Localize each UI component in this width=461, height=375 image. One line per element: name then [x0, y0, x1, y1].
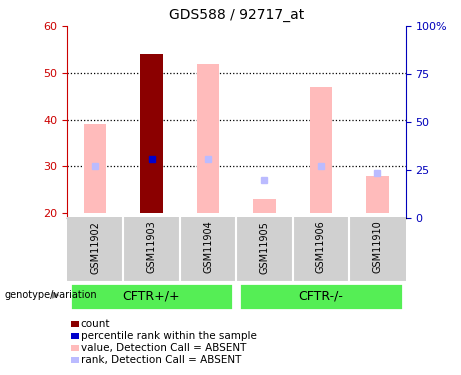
Title: GDS588 / 92717_at: GDS588 / 92717_at — [169, 9, 304, 22]
Bar — [239, 283, 403, 310]
Text: percentile rank within the sample: percentile rank within the sample — [81, 332, 257, 341]
Bar — [140, 54, 163, 213]
Bar — [253, 199, 276, 213]
Text: CFTR+/+: CFTR+/+ — [123, 290, 180, 303]
Text: GSM11902: GSM11902 — [90, 220, 100, 273]
Bar — [310, 87, 332, 213]
Bar — [197, 64, 219, 213]
Text: rank, Detection Call = ABSENT: rank, Detection Call = ABSENT — [81, 356, 241, 365]
Text: genotype/variation: genotype/variation — [5, 290, 97, 300]
Text: GSM11906: GSM11906 — [316, 220, 326, 273]
Bar — [84, 124, 106, 213]
Bar — [71, 333, 79, 339]
Text: GSM11905: GSM11905 — [260, 220, 270, 273]
Text: GSM11910: GSM11910 — [372, 220, 383, 273]
Bar — [71, 357, 79, 363]
Bar — [71, 345, 79, 351]
Text: value, Detection Call = ABSENT: value, Detection Call = ABSENT — [81, 344, 246, 353]
Text: count: count — [81, 320, 110, 329]
Bar — [71, 321, 79, 327]
Bar — [366, 176, 389, 213]
Text: CFTR-/-: CFTR-/- — [299, 290, 343, 303]
Bar — [70, 283, 233, 310]
Text: GSM11903: GSM11903 — [147, 220, 157, 273]
Text: GSM11904: GSM11904 — [203, 220, 213, 273]
